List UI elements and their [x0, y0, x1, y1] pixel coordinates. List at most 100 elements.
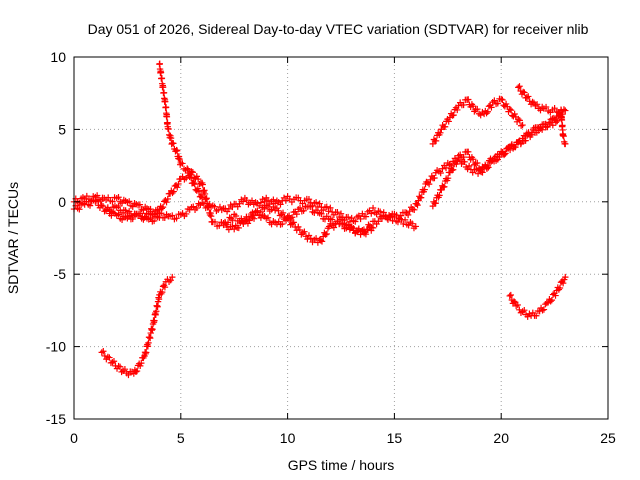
data-point: [159, 83, 167, 91]
data-point: [300, 207, 307, 214]
data-point: [161, 214, 168, 222]
data-point: [173, 147, 181, 154]
data-point: [511, 110, 518, 118]
data-point: [337, 210, 345, 217]
x-tick-label: 10: [280, 430, 296, 446]
data-point: [366, 222, 374, 230]
data-point: [375, 218, 382, 225]
data-point: [523, 94, 531, 101]
data-point: [494, 100, 501, 107]
data-point: [560, 133, 567, 140]
y-tick-label: -10: [46, 339, 66, 355]
data-point: [533, 101, 541, 108]
x-tick-label: 15: [387, 430, 403, 446]
data-point: [362, 213, 370, 220]
data-point: [526, 98, 533, 105]
data-point: [519, 137, 526, 144]
data-point: [529, 98, 536, 106]
data-point: [515, 115, 522, 123]
data-point: [305, 196, 313, 203]
data-point: [425, 180, 433, 188]
data-point: [157, 69, 165, 76]
data-point: [161, 283, 169, 291]
data-point: [156, 214, 163, 221]
data-point: [115, 194, 122, 201]
data-point: [159, 203, 167, 211]
data-point: [545, 120, 553, 127]
data-point: [519, 88, 527, 96]
data-point: [474, 159, 481, 167]
data-point: [216, 222, 223, 229]
data-point: [179, 160, 186, 167]
data-point: [507, 106, 515, 114]
data-point: [537, 107, 544, 114]
data-point: [197, 192, 205, 200]
data-point: [167, 134, 175, 142]
data-point: [137, 362, 144, 370]
data-point: [539, 307, 546, 314]
series-arc-b: [70, 197, 163, 225]
data-point: [378, 215, 386, 222]
data-point: [264, 197, 272, 204]
data-point: [162, 104, 170, 111]
data-point: [162, 98, 169, 105]
data-point: [287, 215, 294, 222]
data-point: [125, 208, 133, 215]
series-arc-g: [429, 95, 526, 148]
data-point: [232, 212, 240, 220]
data-point: [137, 210, 144, 217]
grid-layer: [74, 57, 608, 419]
data-point: [170, 188, 177, 195]
data-point: [540, 306, 548, 313]
data-point: [558, 116, 566, 124]
data-point: [350, 225, 357, 232]
y-tick-label: -5: [54, 266, 67, 282]
data-point: [282, 197, 290, 204]
data-point: [201, 190, 209, 198]
y-axis-label: SDTVAR / TECUs: [5, 182, 21, 294]
data-point: [239, 198, 247, 205]
data-point: [224, 219, 232, 226]
data-point: [417, 194, 425, 201]
data-point: [552, 292, 559, 299]
data-point: [394, 218, 402, 226]
data-point: [270, 196, 277, 203]
data-point: [357, 215, 364, 223]
y-tick-label: 0: [58, 194, 66, 210]
data-point: [211, 203, 218, 210]
data-point: [150, 211, 158, 218]
data-point: [441, 123, 449, 130]
data-point: [261, 205, 268, 213]
data-point: [173, 215, 180, 222]
data-point: [352, 218, 359, 225]
data-point: [401, 216, 409, 224]
data-point: [279, 209, 287, 217]
data-point: [254, 207, 261, 214]
data-point: [302, 233, 310, 240]
data-point: [110, 358, 118, 365]
data-point: [241, 217, 249, 224]
data-point: [158, 205, 166, 212]
data-point: [483, 110, 490, 117]
data-point: [195, 188, 203, 195]
y-tick-label: -15: [46, 411, 66, 427]
data-point: [437, 129, 444, 137]
data-point: [528, 129, 536, 137]
data-point: [290, 219, 297, 226]
x-tick-label: 5: [177, 430, 185, 446]
data-point: [369, 204, 377, 212]
x-tick-label: 20: [493, 430, 509, 446]
data-point: [132, 368, 140, 376]
data-point: [517, 122, 525, 129]
data-point: [275, 207, 282, 215]
data-point: [142, 349, 150, 356]
data-point: [164, 195, 171, 203]
data-point: [99, 202, 107, 210]
data-point: [339, 220, 346, 228]
data-point: [498, 95, 505, 103]
data-point: [484, 108, 491, 115]
data-point: [474, 105, 481, 113]
data-point: [514, 301, 521, 309]
data-point: [465, 96, 472, 103]
data-point: [187, 171, 194, 179]
